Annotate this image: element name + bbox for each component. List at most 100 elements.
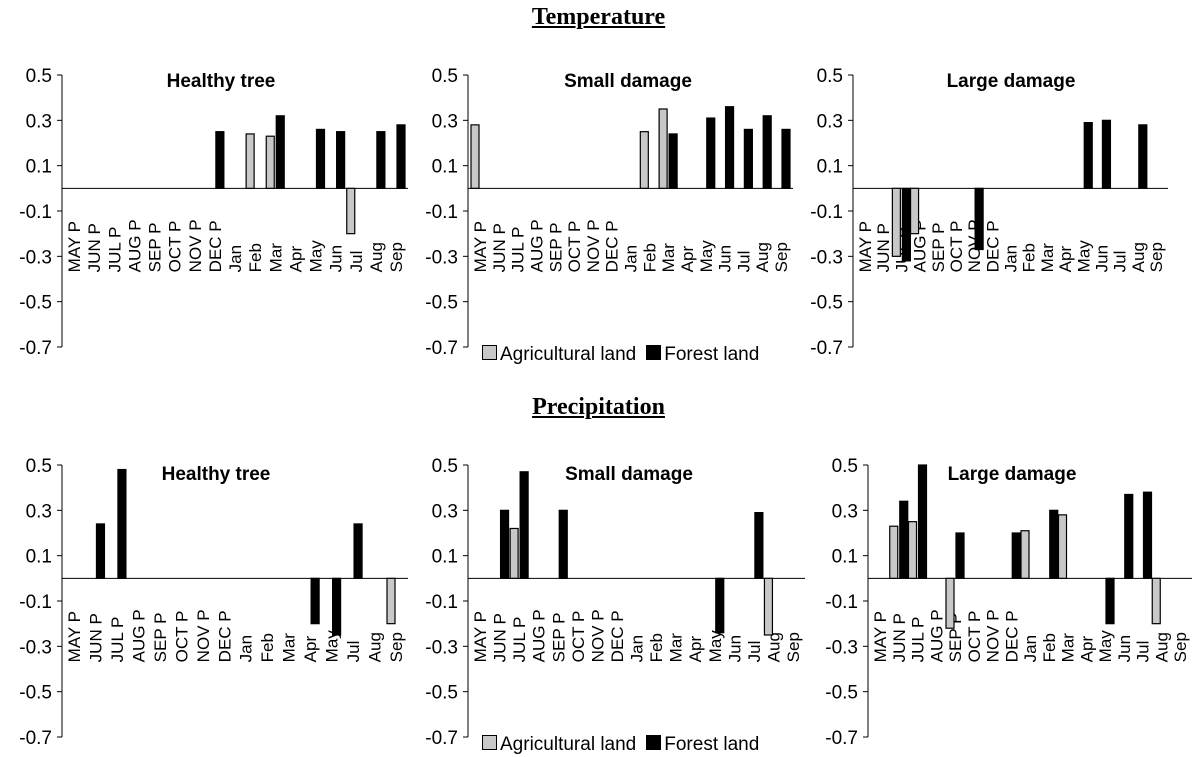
x-tick-label: Jul [1134,641,1153,663]
y-tick-label: 0.5 [26,456,52,477]
y-tick-label: 0.3 [817,111,843,132]
bar-forest [668,133,678,189]
x-tick-label: SEP P [546,223,565,273]
bar-agricultural [1020,530,1030,579]
y-tick-label: -0.5 [425,683,458,704]
x-tick-label: Apr [686,636,705,663]
bar-forest [117,468,127,579]
x-tick-label: DEC P [608,610,627,662]
y-tick-label: 0.5 [432,456,458,477]
x-tick-label: Jul [734,251,753,273]
y-tick-label: 0.1 [432,157,458,178]
x-tick-label: JUL P [510,617,529,663]
x-tick-label: Feb [1020,243,1039,272]
x-tick-label: Feb [246,243,265,272]
bar-forest [499,509,510,579]
y-tick-label: -0.3 [810,247,843,268]
x-tick-label: Jul [344,641,363,663]
x-tick-label: Jun [725,635,744,662]
bar-forest [781,128,791,189]
legend-swatch-forest [646,345,662,361]
x-tick-label: OCT P [172,611,191,663]
bar-forest [95,523,106,579]
y-tick-label: -0.3 [19,637,52,658]
bar-forest [706,117,716,189]
bar-agricultural [658,108,668,189]
x-tick-label: MAY P [871,611,890,662]
bar-forest [336,131,346,189]
y-tick-label: -0.7 [425,338,458,359]
x-tick-label: Aug [1152,632,1171,662]
x-tick-label: Apr [1077,636,1096,663]
bar-agricultural [889,525,899,579]
x-tick-label: DEC P [603,220,622,272]
x-tick-label: Jun [716,245,735,272]
bar-agricultural [509,527,519,579]
x-tick-label: Jan [226,245,245,272]
y-tick-label: 0.3 [432,501,458,522]
y-tick-label: 0.3 [26,111,52,132]
y-tick-label: 0.1 [432,547,458,568]
bar-forest [917,464,928,579]
x-tick-label: Apr [301,636,320,663]
bar-agricultural [907,521,918,579]
bar-agricultural [265,135,275,189]
legend-swatch-forest [646,735,662,751]
bar-forest [724,106,735,189]
x-tick-label: OCT P [947,221,966,273]
y-tick-label: 0.5 [26,66,52,87]
y-tick-label: -0.1 [425,592,458,613]
x-tick-label: JUN P [85,223,104,272]
y-tick-label: 0.3 [432,111,458,132]
x-tick-label: DEC P [1002,610,1021,662]
x-tick-label: SEP P [151,613,170,663]
x-tick-label: Jan [622,245,641,272]
x-tick-label: May [1074,240,1093,273]
chart-title: Healthy tree [162,464,271,485]
x-tick-label: Mar [1059,633,1078,663]
x-tick-label: Aug [1129,242,1148,272]
bar-forest [215,131,225,189]
x-tick-label: NOV P [186,219,205,272]
bar-forest [353,523,363,579]
legend-item-agricultural: Agricultural land [482,344,636,366]
legend-item-agricultural: Agricultural land [482,734,636,756]
legend-label-forest: Forest land [664,344,760,365]
y-tick-label: -0.5 [825,683,858,704]
x-tick-label: Jun [327,245,346,272]
x-tick-label: Mar [266,243,285,273]
y-tick-label: 0.1 [817,157,843,178]
x-tick-label: Apr [1056,246,1075,273]
chart-precipitation-healthy-tree: 0.5 0.3 0.1 -0.1 -0.3 -0.5 -0.7 MAY P JUN P JUL P… [19,456,408,749]
y-tick-label: 0.5 [432,66,458,87]
x-tick-label: Mar [280,633,299,663]
y-tick-label: -0.1 [19,592,52,613]
bar-agricultural [1151,577,1161,625]
bar-forest [1105,577,1115,625]
x-tick-label: MAY P [65,611,84,662]
x-tick-label: Feb [1040,633,1059,662]
x-tick-label: May [307,240,326,273]
bar-forest [558,509,568,579]
bar-forest [376,131,386,189]
x-tick-label: Jan [1021,635,1040,662]
legend-item-forest: Forest land [646,734,759,756]
legend-swatch-agricultural [482,345,497,361]
x-tick-label: NOV P [984,609,1003,662]
x-tick-label: Jul [1111,251,1130,273]
x-tick-label: JUL P [105,227,124,273]
x-tick-label: Feb [258,633,277,662]
bar-agricultural [470,124,480,189]
y-tick-label: 0.3 [832,501,858,522]
x-tick-label: Sep [387,632,406,662]
y-tick-label: -0.3 [825,637,858,658]
x-tick-label: Apr [678,246,697,273]
bar-forest [754,511,764,579]
x-tick-label: NOV P [584,219,603,272]
y-tick-label: -0.7 [19,338,52,359]
x-tick-label: OCT P [166,221,185,273]
x-tick-label: AUG P [527,219,546,272]
x-tick-label: JUN P [491,613,510,662]
chart-title: Large damage [947,71,1076,92]
y-tick-label: -0.7 [19,728,52,749]
